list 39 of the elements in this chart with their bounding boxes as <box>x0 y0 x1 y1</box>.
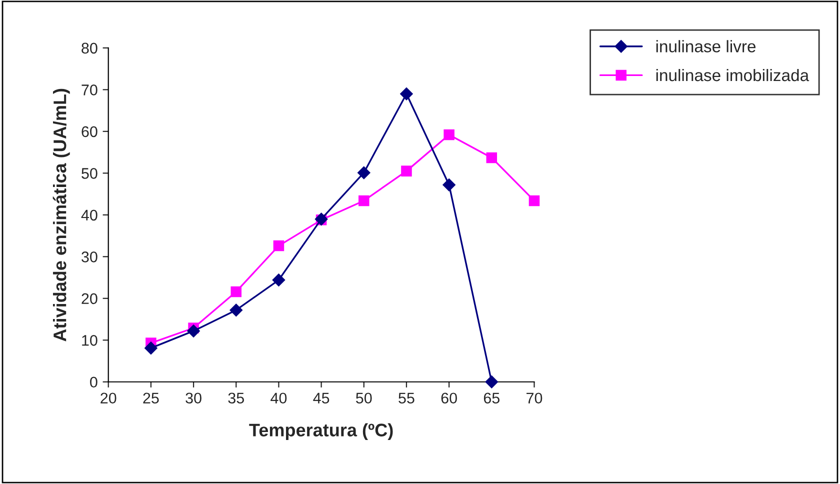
x-tick-label: 25 <box>143 392 159 404</box>
legend-label: inulinase imobilizada <box>656 68 810 82</box>
point <box>442 178 456 192</box>
y-tick-label: 60 <box>82 126 98 138</box>
point <box>187 324 200 338</box>
y-tick-label: 10 <box>82 335 98 346</box>
y-tick-label: 80 <box>82 42 98 54</box>
y-tick-label: 30 <box>82 252 98 262</box>
point <box>485 375 498 388</box>
x-tick-label: 50 <box>356 392 372 404</box>
x-tick-label: 70 <box>526 392 542 404</box>
x-tick-label: 40 <box>270 392 287 404</box>
point <box>144 342 158 354</box>
x-tick-label: 35 <box>228 392 244 404</box>
y-tick-label: 70 <box>82 84 98 96</box>
y-tick-label: 50 <box>82 168 98 179</box>
x-tick-label: 65 <box>484 392 500 404</box>
y-axis-title: Atividade enzimática (UA/mL) <box>52 88 70 342</box>
x-tick-label: 20 <box>100 392 116 404</box>
point <box>273 240 284 252</box>
y-tick-label: 40 <box>81 210 98 221</box>
x-tick-label: 60 <box>441 392 457 404</box>
point <box>230 286 242 298</box>
x-tick-label: 30 <box>186 392 202 404</box>
y-tick-label: 0 <box>90 376 98 388</box>
legend-label: inulinase livre <box>656 40 756 52</box>
x-tick-label: 55 <box>398 392 414 404</box>
point <box>230 304 243 316</box>
x-tick-label: 45 <box>313 392 330 404</box>
point <box>272 274 286 286</box>
point <box>444 129 454 140</box>
point <box>528 195 540 206</box>
point <box>357 166 370 180</box>
point <box>400 87 413 100</box>
x-axis-title: Temperatura (ºC) <box>249 423 393 440</box>
point <box>486 152 498 164</box>
point <box>358 195 370 206</box>
y-tick-label: 20 <box>82 293 98 304</box>
point <box>401 166 412 176</box>
